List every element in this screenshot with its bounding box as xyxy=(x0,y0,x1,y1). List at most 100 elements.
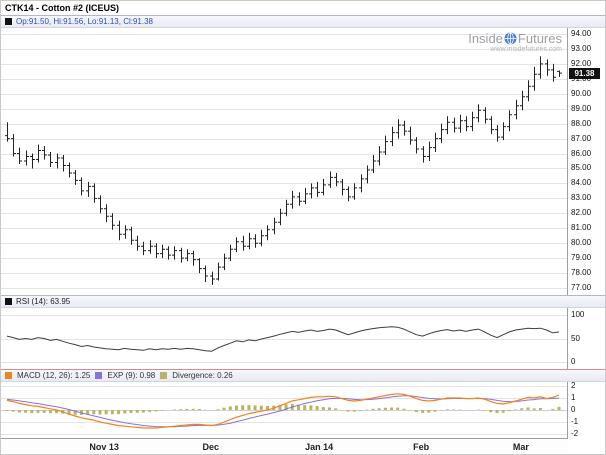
rsi-legend-swatch xyxy=(5,298,12,305)
time-axis: Nov 13 Dec Jan 14 Feb Mar xyxy=(1,438,568,454)
divergence-histogram-bar xyxy=(334,408,338,410)
divergence-histogram-bar xyxy=(141,410,145,413)
divergence-histogram-bar xyxy=(514,409,518,410)
exp-summary: EXP (9): 0.98 xyxy=(107,371,156,380)
divergence-histogram-bar xyxy=(55,410,59,414)
price-chart xyxy=(1,34,567,289)
logo-wordmark: Inside Futures xyxy=(468,31,562,46)
divergence-histogram-bar xyxy=(123,410,127,414)
divergence-histogram-bar xyxy=(5,410,9,411)
price-tick-label: 79.00 xyxy=(571,253,592,263)
divergence-histogram-bar xyxy=(501,410,505,413)
price-tick-label: 84.00 xyxy=(571,178,592,188)
divergence-histogram-bar xyxy=(328,407,331,410)
divergence-histogram-bar xyxy=(235,405,238,410)
price-tick-label: 89.00 xyxy=(571,103,592,113)
divergence-histogram-bar xyxy=(266,405,269,410)
divergence-histogram-bar xyxy=(253,405,257,410)
divergence-histogram-bar xyxy=(427,410,431,413)
price-tick-label: 86.00 xyxy=(571,148,592,158)
macd-legend-swatch xyxy=(5,372,12,379)
macd-tick-label: 2 xyxy=(571,381,576,390)
divergence-histogram-bar xyxy=(309,405,313,410)
price-tick-label: 90.00 xyxy=(571,88,592,98)
divergence-histogram-bar xyxy=(315,406,319,410)
divergence-histogram-bar xyxy=(359,410,362,411)
x-axis-label: Nov 13 xyxy=(89,442,119,452)
divergence-histogram-bar xyxy=(526,407,530,410)
divergence-histogram-bar xyxy=(191,408,195,410)
last-price-tag: 91.38 xyxy=(569,67,600,79)
divergence-histogram-bar xyxy=(557,406,561,410)
divergence-histogram-bar xyxy=(98,410,102,415)
page-title: CTK14 - Cotton #2 (ICEUS) xyxy=(1,1,605,15)
divergence-summary: Divergence: 0.26 xyxy=(172,371,233,380)
divergence-histogram-bar xyxy=(228,406,232,410)
globe-icon xyxy=(504,32,517,45)
divergence-histogram-bar xyxy=(507,410,511,412)
x-axis-label: Mar xyxy=(512,442,529,452)
divergence-histogram-bar xyxy=(346,410,350,412)
divergence-histogram-bar xyxy=(445,409,449,410)
divergence-histogram-bar xyxy=(371,408,375,410)
price-tick-label: 82.00 xyxy=(571,208,592,218)
divergence-histogram-bar xyxy=(390,407,393,410)
macd-tick-label: -2 xyxy=(571,429,579,438)
divergence-histogram-bar xyxy=(241,405,245,410)
logo-word-right: Futures xyxy=(517,31,562,46)
x-axis-label: Feb xyxy=(413,442,430,452)
macd-panel-header: MACD (12, 26): 1.25 EXP (9): 0.98 Diverg… xyxy=(1,369,605,382)
price-tick-label: 94.00 xyxy=(571,29,592,38)
divergence-histogram-bar xyxy=(551,408,555,410)
logo-url: www.insidefutures.com xyxy=(490,46,562,53)
divergence-histogram-bar xyxy=(197,409,201,410)
price-tick-label: 83.00 xyxy=(571,193,592,203)
divergence-histogram-bar xyxy=(303,405,307,410)
divergence-histogram-bar xyxy=(247,405,251,410)
macd-axis: 2 1 0 -1 -2 xyxy=(569,381,605,438)
macd-tick-label: -1 xyxy=(571,417,579,426)
divergence-histogram-bar xyxy=(278,404,282,410)
x-axis-label: Jan 14 xyxy=(305,442,334,452)
macd-line xyxy=(6,393,560,429)
rsi-axis: 100 50 0 xyxy=(569,308,605,369)
divergence-histogram-bar xyxy=(483,410,487,411)
price-tick-label: 88.00 xyxy=(571,118,592,128)
macd-tick-label: 1 xyxy=(571,393,576,402)
divergence-histogram-bar xyxy=(352,410,356,412)
divergence-histogram-bar xyxy=(73,410,77,415)
logo-word-left: Inside xyxy=(468,31,503,46)
divergence-histogram-bar xyxy=(110,410,114,415)
price-tick-label: 80.00 xyxy=(571,238,592,248)
divergence-histogram-bar xyxy=(396,407,400,410)
divergence-histogram-bar xyxy=(402,408,406,410)
divergence-histogram-bar xyxy=(377,408,381,410)
price-axis: 77.00 78.00 79.00 80.00 81.00 82.00 83.00 84.00… xyxy=(569,28,605,295)
exp-legend-swatch xyxy=(95,372,103,379)
macd-plot[interactable] xyxy=(1,382,568,438)
divergence-histogram-bar xyxy=(489,410,493,413)
rsi-plot[interactable] xyxy=(1,308,568,369)
macd-summary: MACD (12, 26): 1.25 xyxy=(17,371,91,380)
price-panel-header: Op:91.50, Hi:91.56, Lo:91.13, Cl:91.38 xyxy=(1,15,605,28)
divergence-histogram-bar xyxy=(42,410,46,413)
ohlc-legend-swatch xyxy=(5,18,12,25)
price-plot[interactable]: Inside Futures www.insidefutures.com xyxy=(1,28,568,295)
ohlc-bars xyxy=(5,56,562,285)
divergence-histogram-bar xyxy=(48,410,52,414)
divergence-histogram-bar xyxy=(259,405,263,410)
divergence-histogram-bar xyxy=(433,410,437,412)
macd-tick-label: 0 xyxy=(571,405,576,414)
rsi-panel-header: RSI (14): 63.95 xyxy=(1,295,605,308)
divergence-histogram-bar xyxy=(11,410,15,412)
rsi-summary: RSI (14): 63.95 xyxy=(16,297,71,306)
rsi-tick-label: 0 xyxy=(571,357,576,366)
price-tick-label: 87.00 xyxy=(571,133,592,143)
rsi-tick-label: 100 xyxy=(571,310,585,319)
insidefutures-logo: Inside Futures www.insidefutures.com xyxy=(468,31,562,53)
divergence-histogram-bar xyxy=(117,410,121,415)
ohlc-summary: Op:91.50, Hi:91.56, Lo:91.13, Cl:91.38 xyxy=(16,17,153,26)
divergence-histogram-bar xyxy=(185,408,189,410)
divergence-histogram-bar xyxy=(36,410,40,413)
